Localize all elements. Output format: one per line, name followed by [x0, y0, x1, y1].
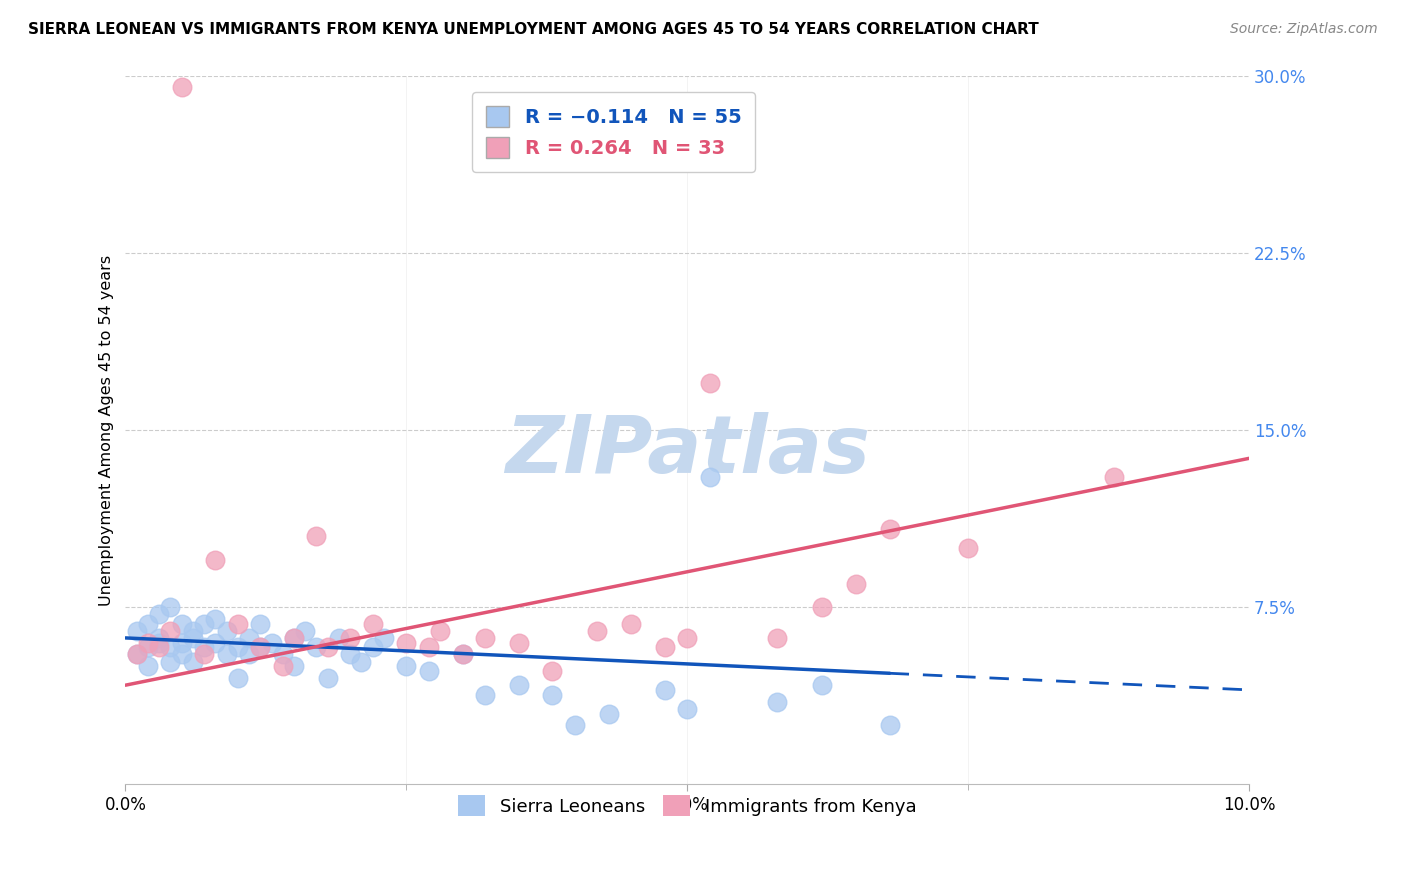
Point: [316, 671, 339, 685]
Point: [474, 631, 496, 645]
Point: [283, 631, 305, 645]
Point: [125, 648, 148, 662]
Point: [260, 635, 283, 649]
Point: [271, 648, 294, 662]
Point: [328, 631, 350, 645]
Point: [204, 553, 226, 567]
Point: [654, 640, 676, 655]
Point: [249, 640, 271, 655]
Point: [148, 640, 170, 655]
Point: [361, 616, 384, 631]
Legend: Sierra Leoneans, Immigrants from Kenya: Sierra Leoneans, Immigrants from Kenya: [450, 786, 925, 825]
Point: [148, 607, 170, 622]
Text: ZIPatlas: ZIPatlas: [505, 412, 870, 491]
Point: [361, 640, 384, 655]
Text: SIERRA LEONEAN VS IMMIGRANTS FROM KENYA UNEMPLOYMENT AMONG AGES 45 TO 54 YEARS C: SIERRA LEONEAN VS IMMIGRANTS FROM KENYA …: [28, 22, 1039, 37]
Point: [373, 631, 395, 645]
Point: [204, 635, 226, 649]
Point: [136, 640, 159, 655]
Point: [181, 624, 204, 638]
Point: [159, 640, 181, 655]
Point: [226, 640, 249, 655]
Point: [170, 648, 193, 662]
Point: [305, 640, 328, 655]
Point: [766, 631, 789, 645]
Point: [148, 635, 170, 649]
Point: [271, 659, 294, 673]
Point: [193, 640, 215, 655]
Point: [125, 624, 148, 638]
Point: [170, 635, 193, 649]
Point: [181, 631, 204, 645]
Point: [879, 718, 901, 732]
Point: [957, 541, 980, 555]
Point: [226, 671, 249, 685]
Point: [339, 648, 361, 662]
Point: [136, 635, 159, 649]
Point: [249, 616, 271, 631]
Point: [418, 640, 440, 655]
Point: [654, 682, 676, 697]
Point: [215, 648, 238, 662]
Point: [283, 631, 305, 645]
Point: [226, 616, 249, 631]
Point: [541, 688, 564, 702]
Point: [620, 616, 643, 631]
Point: [508, 678, 530, 692]
Point: [676, 631, 699, 645]
Point: [451, 648, 474, 662]
Point: [676, 702, 699, 716]
Point: [350, 655, 373, 669]
Point: [586, 624, 609, 638]
Point: [159, 655, 181, 669]
Point: [564, 718, 586, 732]
Point: [699, 376, 721, 390]
Point: [541, 664, 564, 678]
Point: [429, 624, 451, 638]
Point: [699, 470, 721, 484]
Point: [170, 80, 193, 95]
Point: [845, 576, 868, 591]
Point: [193, 648, 215, 662]
Point: [249, 640, 271, 655]
Point: [294, 624, 316, 638]
Point: [474, 688, 496, 702]
Point: [305, 529, 328, 543]
Point: [204, 612, 226, 626]
Point: [170, 616, 193, 631]
Point: [395, 659, 418, 673]
Point: [451, 648, 474, 662]
Text: Source: ZipAtlas.com: Source: ZipAtlas.com: [1230, 22, 1378, 37]
Point: [811, 600, 834, 615]
Point: [159, 624, 181, 638]
Point: [508, 635, 530, 649]
Point: [136, 659, 159, 673]
Point: [159, 600, 181, 615]
Point: [238, 648, 260, 662]
Point: [238, 631, 260, 645]
Point: [193, 616, 215, 631]
Point: [395, 635, 418, 649]
Point: [125, 648, 148, 662]
Point: [339, 631, 361, 645]
Point: [598, 706, 620, 721]
Point: [811, 678, 834, 692]
Point: [418, 664, 440, 678]
Y-axis label: Unemployment Among Ages 45 to 54 years: Unemployment Among Ages 45 to 54 years: [100, 254, 114, 606]
Point: [766, 695, 789, 709]
Point: [136, 616, 159, 631]
Point: [215, 624, 238, 638]
Point: [879, 522, 901, 536]
Point: [148, 631, 170, 645]
Point: [181, 655, 204, 669]
Point: [316, 640, 339, 655]
Point: [283, 659, 305, 673]
Point: [1104, 470, 1126, 484]
